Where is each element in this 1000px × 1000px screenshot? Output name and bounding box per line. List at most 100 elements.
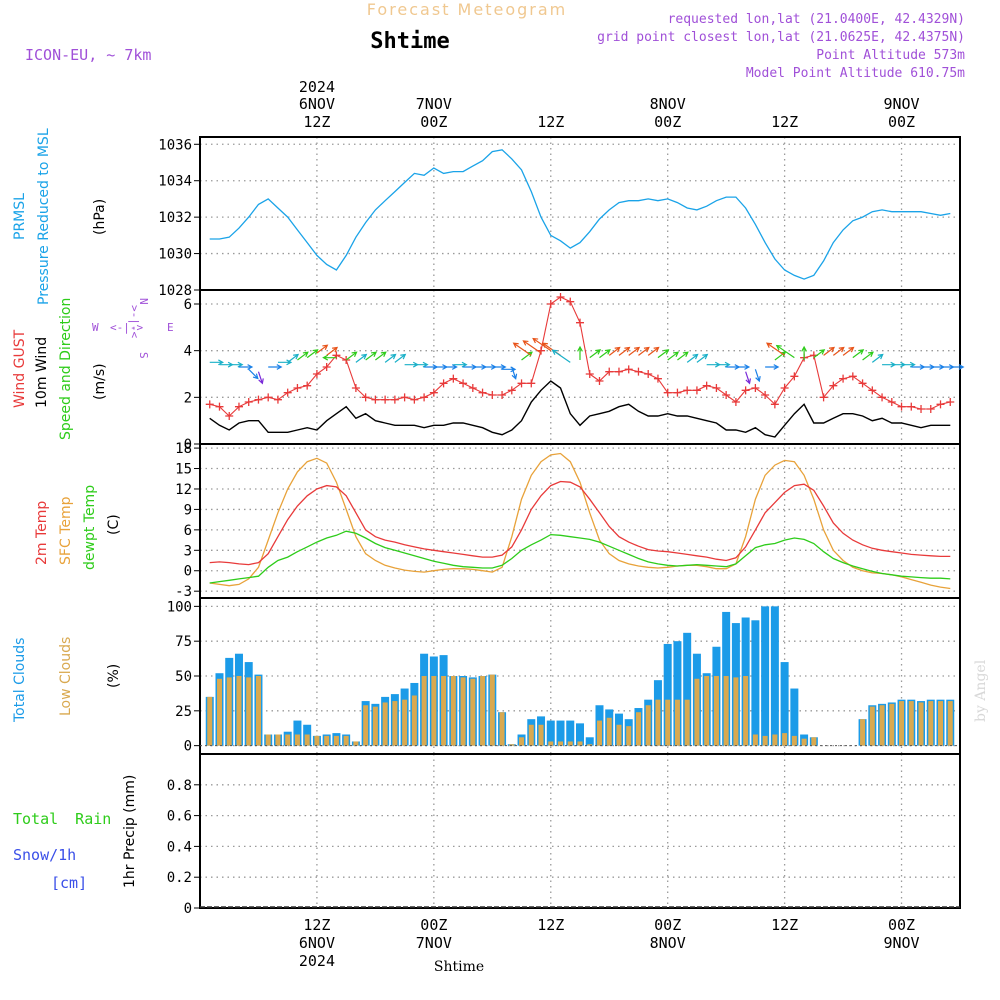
low-cloud-bar — [499, 712, 505, 746]
model-point-altitude: Model Point Altitude 610.75m — [746, 66, 965, 81]
low-cloud-bar — [509, 744, 515, 746]
precip-ylabel-unit: 1hr Precip (mm) — [122, 775, 138, 888]
clouds-ylabels: Total Clouds Low Clouds (%) — [12, 637, 122, 723]
top-hour-label: 12Z — [303, 113, 330, 131]
low-cloud-bar — [226, 677, 232, 746]
bottom-hour-label: 12Z — [537, 916, 564, 934]
low-cloud-bar — [772, 734, 778, 746]
low-cloud-bar — [246, 677, 252, 746]
low-cloud-bar — [519, 737, 525, 746]
wind-arrow — [745, 371, 752, 385]
low-cloud-bar — [899, 701, 905, 746]
gust-marker — [381, 395, 390, 404]
low-cloud-bar — [382, 702, 388, 746]
wind-ylabels: Wind GUST 10m Wind Speed and Direction (… — [12, 298, 108, 440]
low-cloud-bar — [528, 724, 534, 746]
wind-arrow — [322, 354, 337, 361]
gust-marker — [410, 395, 419, 404]
gust-marker — [468, 384, 477, 392]
gust-marker — [585, 370, 594, 378]
requested-point: requested lon,lat (21.0400E, 42.4329N) — [668, 12, 965, 27]
gust-marker — [887, 398, 896, 406]
gust-marker — [225, 412, 234, 420]
low-cloud-bar — [402, 699, 408, 746]
ytick-label: 0 — [184, 739, 192, 755]
low-cloud-bar — [392, 701, 398, 746]
clouds-ylabel-total: Total Clouds — [12, 638, 28, 723]
total-cloud-bar — [566, 720, 575, 746]
wind-arrow — [599, 349, 611, 359]
low-cloud-bar — [255, 676, 261, 746]
wind-arrow — [813, 349, 826, 359]
gust-marker — [478, 388, 487, 397]
wind-arrow — [696, 353, 709, 363]
total-cloud-bar — [556, 720, 565, 746]
low-cloud-bar — [567, 741, 573, 746]
low-cloud-bar — [733, 677, 739, 746]
wind-arrow — [532, 337, 552, 352]
low-cloud-bar — [606, 717, 612, 746]
total-cloud-bar — [683, 632, 692, 746]
wind-arrow — [287, 353, 300, 363]
gust-marker — [770, 400, 779, 409]
gust-marker — [449, 374, 458, 383]
wind-arrow — [871, 353, 884, 363]
low-cloud-bar — [791, 735, 797, 746]
pressure-ylabel-desc: Pressure Reduced to MSL — [36, 128, 52, 305]
low-cloud-bar — [713, 676, 719, 746]
compass-arrow-h: <-|-> — [110, 321, 143, 334]
precip-label-cm: [cm] — [51, 874, 87, 892]
low-cloud-bar — [704, 676, 710, 746]
wind-arrow — [901, 361, 916, 368]
ytick-label: 18 — [175, 441, 192, 457]
ytick-label: 6 — [184, 523, 192, 539]
gust-marker — [244, 398, 253, 406]
low-cloud-bar — [275, 734, 281, 746]
wind-arrow — [608, 346, 621, 356]
gust-marker — [264, 393, 273, 402]
wind-arrow — [823, 346, 835, 356]
gust-marker — [829, 381, 838, 390]
wind-arrow — [248, 368, 259, 380]
temperature-panel: -3 0 3 6 9 12 15 18 — [175, 441, 961, 600]
wind-arrow — [647, 346, 660, 356]
low-cloud-bar — [441, 676, 447, 746]
low-cloud-bar — [869, 706, 875, 746]
gust-marker — [819, 393, 828, 402]
top-hour-label: 00Z — [888, 113, 915, 131]
panel-frame — [199, 289, 961, 445]
wind-arrow — [394, 353, 407, 363]
low-cloud-bar — [577, 741, 583, 746]
gust-marker — [556, 293, 565, 301]
location-title: Shtime — [370, 29, 449, 54]
low-cloud-bar — [333, 735, 339, 746]
bottom-location: Shtime — [434, 959, 484, 975]
wind-arrow — [522, 340, 542, 354]
ytick-label: 50 — [175, 669, 192, 685]
gust-marker — [283, 388, 292, 397]
compass-w: W — [92, 321, 99, 334]
gust-marker — [644, 370, 653, 378]
gust-marker — [361, 393, 370, 402]
wind-arrow — [950, 364, 965, 370]
model-label: ICON-EU, ~ 7km — [25, 46, 151, 64]
wind-ylabel-speed: Speed and Direction — [58, 298, 74, 440]
low-cloud-bar — [343, 735, 349, 746]
clouds-panel: 0 25 50 75 100 — [167, 597, 961, 755]
temp-ylabel-dewpt: dewpt Temp — [82, 485, 98, 570]
low-cloud-bar — [489, 674, 495, 746]
gust-marker — [722, 391, 731, 399]
gust-marker — [205, 400, 214, 409]
gust-marker — [897, 402, 906, 411]
sfc-temp-line — [209, 452, 951, 590]
bottom-hour-label: 12Z — [771, 916, 798, 934]
wind-arrow — [667, 351, 680, 361]
low-cloud-bar — [285, 734, 291, 746]
temperature-ylabels: 2m Temp SFC Temp dewpt Temp (C) — [34, 485, 122, 570]
wind-arrow — [716, 361, 731, 368]
ytick-label: 9 — [184, 502, 192, 518]
wind-ylabel-unit: (m/s) — [92, 363, 108, 400]
wind-arrow — [443, 364, 458, 370]
ytick-label: 0 — [184, 901, 192, 917]
